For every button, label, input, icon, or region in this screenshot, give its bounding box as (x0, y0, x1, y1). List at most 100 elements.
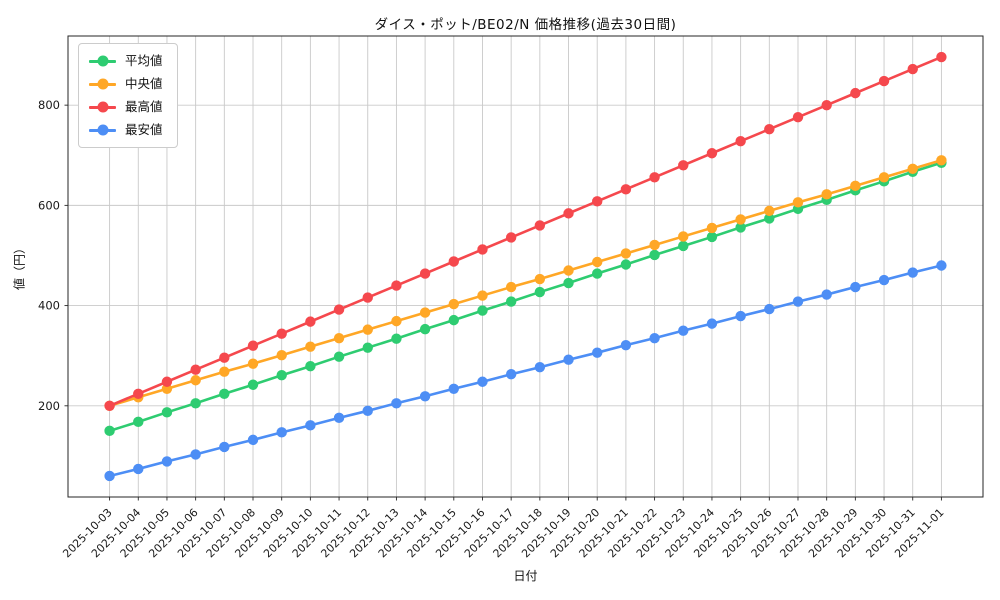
data-point-median (792, 197, 804, 208)
data-point-median (247, 358, 259, 369)
data-point-median (219, 366, 230, 377)
data-point-max (878, 75, 890, 87)
data-point-median (505, 281, 517, 293)
legend-label-max: 最高値 (125, 98, 163, 114)
data-point-max (821, 99, 832, 111)
data-point-max (305, 316, 316, 327)
data-point-average (333, 351, 345, 362)
legend-marker-median-icon (89, 78, 116, 90)
data-point-average (706, 231, 718, 243)
data-point-max (448, 256, 459, 267)
data-point-average (276, 370, 287, 381)
data-point-median (764, 205, 775, 217)
data-point-min (706, 318, 718, 329)
data-point-average (764, 213, 775, 224)
data-point-median (419, 307, 431, 318)
data-point-average (505, 296, 517, 307)
data-point-median (850, 180, 861, 192)
data-point-min (161, 456, 173, 467)
data-point-average (362, 342, 373, 353)
data-point-max (850, 87, 861, 99)
data-point-max (247, 340, 259, 351)
data-point-max (534, 220, 546, 231)
data-point-median (276, 349, 287, 361)
data-point-median (333, 332, 345, 344)
data-point-min (219, 441, 230, 453)
data-point-median (735, 214, 746, 225)
data-point-average (104, 425, 115, 437)
data-point-min (878, 274, 890, 286)
legend-item-median: 中央値 (89, 75, 163, 93)
data-point-max (678, 160, 689, 171)
legend-label-min: 最安値 (125, 121, 163, 137)
data-point-max (706, 148, 718, 159)
data-point-max (276, 328, 287, 339)
data-point-min (821, 289, 832, 300)
data-point-max (133, 388, 144, 399)
legend-item-max: 最高値 (89, 98, 163, 116)
data-point-min (419, 391, 431, 402)
data-point-average (247, 379, 259, 390)
data-point-max (907, 63, 918, 75)
data-point-median (878, 172, 890, 183)
data-point-min (792, 296, 804, 307)
data-point-min (620, 339, 632, 351)
legend-marker-min-icon (89, 124, 116, 136)
legend-marker-max-icon (89, 101, 116, 113)
legend-label-average: 平均値 (125, 52, 163, 68)
series-line-median (108, 158, 943, 408)
data-point-max (219, 352, 230, 363)
data-point-max (190, 364, 201, 375)
data-point-min (907, 267, 918, 278)
plot-border (67, 35, 984, 498)
data-point-min (391, 398, 402, 409)
data-point-min (133, 463, 144, 475)
data-point-min (649, 332, 660, 344)
data-point-median (391, 315, 402, 327)
data-point-max (477, 244, 488, 255)
data-point-min (850, 281, 861, 293)
y-tick-label: 200 (38, 399, 60, 413)
data-point-median (821, 189, 832, 200)
data-point-max (505, 232, 517, 243)
data-point-min (505, 369, 517, 380)
data-point-average (391, 333, 402, 344)
data-point-median (448, 298, 459, 310)
data-point-min (592, 347, 603, 358)
legend: 平均値 中央値 最高値 最安値 (78, 43, 178, 148)
data-point-min (534, 362, 546, 373)
data-point-max (592, 196, 603, 207)
data-point-min (305, 420, 316, 431)
data-point-max (419, 268, 431, 279)
y-tick-label: 800 (38, 98, 60, 112)
data-point-min (764, 303, 775, 315)
data-point-min (104, 470, 115, 482)
y-tick-label: 400 (38, 299, 60, 313)
data-point-average (534, 286, 546, 298)
data-point-average (161, 407, 173, 418)
data-point-max (563, 208, 574, 219)
data-point-median (592, 256, 603, 268)
data-point-average (448, 314, 459, 326)
data-point-max (735, 136, 746, 147)
legend-item-average: 平均値 (89, 52, 163, 70)
data-point-max (620, 184, 632, 195)
data-point-median (477, 290, 488, 301)
data-point-average (735, 222, 746, 233)
data-point-median (190, 375, 201, 386)
data-point-average (649, 249, 660, 261)
data-point-max (104, 400, 115, 412)
data-point-median (534, 273, 546, 285)
data-point-max (362, 292, 373, 303)
data-point-min (563, 354, 574, 365)
data-point-average (620, 259, 632, 270)
legend-item-min: 最安値 (89, 121, 163, 139)
data-point-median (678, 231, 689, 242)
data-point-max (764, 124, 775, 135)
data-point-max (391, 280, 402, 291)
data-point-average (305, 361, 316, 372)
series-line-max (108, 55, 943, 408)
data-point-max (936, 51, 947, 63)
